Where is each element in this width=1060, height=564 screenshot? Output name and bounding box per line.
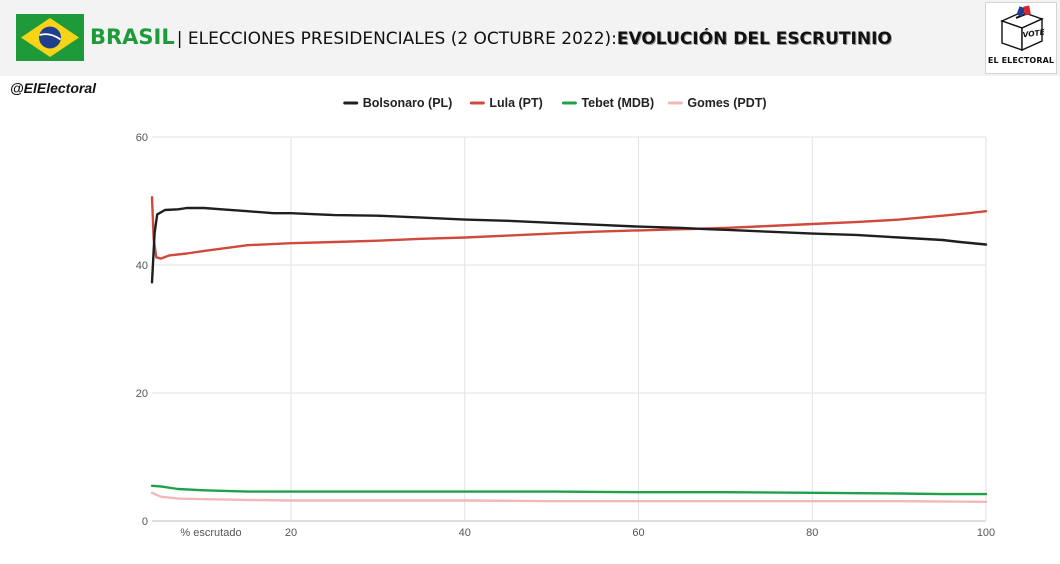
y-tick-label-40: 40: [136, 260, 148, 272]
x-tick-label-40: 40: [459, 527, 471, 539]
x-tick-label-20: 20: [285, 527, 297, 539]
brazil-flag-icon: [16, 14, 84, 61]
flag-band: [39, 33, 62, 41]
header-band: BRASIL | ELECCIONES PRESIDENCIALES (2 OC…: [0, 0, 1060, 76]
series-line-gomes-pdt: [150, 491, 988, 503]
logo-caption: EL ELECTORAL: [987, 56, 1055, 65]
page-title: BRASIL | ELECCIONES PRESIDENCIALES (2 OC…: [90, 25, 892, 55]
title-text: | ELECCIONES PRESIDENCIALES (2 OCTUBRE 2…: [176, 29, 617, 49]
legend-label-lula-pt: Lula (PT): [489, 96, 542, 110]
ballot-box-icon: VOTE: [1000, 5, 1046, 52]
x-tick-label-60: 60: [632, 527, 644, 539]
legend-label-tebet-mdb: Tebet (MDB): [581, 96, 654, 110]
title-highlight: EVOLUCIÓN DEL ESCRUTINIO: [616, 29, 892, 49]
x-axis-label: % escrutado: [180, 527, 241, 539]
flag-globe: [39, 26, 61, 49]
y-tick-label-20: 20: [136, 388, 148, 400]
series-line-lula-pt: [150, 196, 988, 260]
series-line-tebet-mdb: [150, 484, 988, 496]
x-tick-label-80: 80: [806, 527, 818, 539]
series-line-bolsonaro-pl: [150, 206, 988, 284]
el-electoral-logo: VOTE EL ELECTORAL: [985, 2, 1057, 74]
legend-label-bolsonaro-pl: Bolsonaro (PL): [363, 96, 453, 110]
source-handle: @ElElectoral: [10, 80, 97, 96]
y-tick-label-60: 60: [136, 132, 148, 144]
x-tick-label-100: 100: [977, 527, 995, 539]
logo-vote-text: VOTE: [1022, 27, 1046, 39]
y-tick-label-0: 0: [142, 516, 148, 528]
legend-label-gomes-pdt: Gomes (PDT): [687, 96, 766, 110]
country-name: BRASIL: [90, 25, 175, 49]
